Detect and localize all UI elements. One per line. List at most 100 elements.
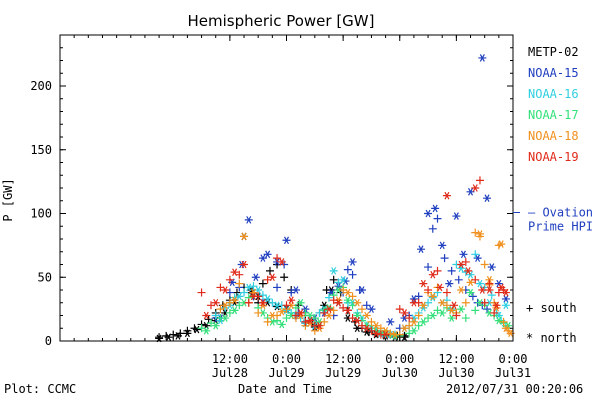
data-point-north bbox=[202, 311, 211, 320]
data-point-north bbox=[296, 309, 305, 317]
data-point-north bbox=[501, 301, 510, 310]
data-point-north bbox=[343, 296, 352, 304]
data-point-north bbox=[471, 184, 480, 192]
x-tick-label-date: Jul28 bbox=[212, 366, 248, 380]
data-point-south bbox=[424, 286, 433, 294]
data-point-north bbox=[291, 286, 300, 294]
ovation-label-line1: – Ovation bbox=[528, 206, 593, 220]
data-point-south bbox=[329, 275, 338, 284]
data-point-north bbox=[457, 286, 466, 294]
data-point-north bbox=[466, 288, 475, 297]
data-point-north bbox=[438, 309, 447, 317]
data-point-south bbox=[367, 317, 376, 326]
data-point-north bbox=[251, 273, 260, 282]
data-point-north bbox=[164, 333, 173, 341]
data-point-north bbox=[457, 305, 466, 313]
data-point-north bbox=[409, 327, 418, 335]
data-point-south bbox=[395, 305, 404, 314]
data-point-south bbox=[433, 214, 442, 223]
data-point-north bbox=[348, 258, 357, 266]
data-point-north bbox=[487, 263, 496, 271]
data-point-north bbox=[391, 330, 400, 339]
y-tick-label: 200 bbox=[30, 79, 52, 93]
data-point-south bbox=[447, 266, 456, 275]
data-point-south bbox=[216, 305, 225, 314]
data-point-north bbox=[329, 267, 338, 275]
data-point-north bbox=[400, 324, 409, 333]
data-point-north bbox=[362, 324, 371, 333]
data-point-south bbox=[258, 291, 267, 300]
data-point-south bbox=[329, 306, 338, 315]
data-point-north bbox=[296, 298, 305, 307]
data-point-south bbox=[424, 263, 433, 272]
data-point-north bbox=[386, 318, 395, 326]
data-point-south bbox=[433, 266, 442, 275]
data-point-north bbox=[438, 241, 447, 250]
data-point-south bbox=[358, 305, 366, 314]
data-point-south bbox=[225, 275, 234, 284]
data-point-south bbox=[324, 293, 333, 302]
series-legend: METP-02 NOAA-15 NOAA-16 NOAA-17 NOAA-18 NOAA-… bbox=[528, 45, 579, 164]
data-point-north bbox=[475, 279, 484, 288]
data-point-north bbox=[343, 306, 352, 315]
data-point-south bbox=[232, 288, 241, 297]
y-tick-label: 150 bbox=[30, 143, 52, 157]
data-point-south bbox=[414, 311, 423, 320]
data-point-south bbox=[461, 314, 470, 323]
data-point-south bbox=[405, 314, 414, 323]
y-tick-label: 0 bbox=[45, 334, 52, 348]
data-point-north bbox=[230, 268, 239, 276]
data-point-north bbox=[416, 245, 425, 253]
x-tick-label-time: 0:00 bbox=[385, 352, 414, 366]
data-point-north bbox=[400, 309, 409, 317]
data-point-north bbox=[492, 301, 501, 310]
x-tick-label-date: Jul30 bbox=[438, 366, 474, 380]
data-point-south bbox=[263, 317, 272, 326]
data-point-north bbox=[372, 329, 381, 338]
data-point-north bbox=[367, 305, 376, 313]
marker-legend-south: + south bbox=[526, 301, 577, 315]
data-point-south bbox=[471, 228, 480, 237]
data-point-north bbox=[244, 216, 253, 224]
data-point-north bbox=[464, 267, 473, 275]
data-point-south bbox=[320, 308, 329, 317]
data-point-north bbox=[353, 316, 362, 325]
x-axis-label: Date and Time bbox=[238, 382, 332, 396]
y-tick-label: 50 bbox=[38, 270, 52, 284]
x-tick-label-time: 0:00 bbox=[272, 352, 301, 366]
data-point-north bbox=[277, 307, 286, 316]
data-point-south bbox=[258, 279, 267, 288]
y-axis-label: P [GW] bbox=[1, 178, 15, 221]
data-point-north bbox=[192, 325, 201, 334]
data-point-north bbox=[334, 298, 343, 307]
data-point-north bbox=[431, 204, 440, 213]
data-point-north bbox=[173, 332, 182, 340]
x-tick-label-time: 12:00 bbox=[438, 352, 474, 366]
data-point-south bbox=[471, 306, 480, 315]
data-point-north bbox=[497, 240, 506, 248]
data-point-north bbox=[268, 273, 277, 282]
plot-frame bbox=[59, 34, 514, 342]
data-point-north bbox=[249, 292, 258, 301]
data-point-south bbox=[265, 266, 274, 275]
data-point-north bbox=[459, 250, 468, 259]
data-point-north bbox=[277, 320, 286, 329]
x-tick-label-date: Jul29 bbox=[268, 366, 304, 380]
data-point-north bbox=[258, 254, 267, 262]
data-point-north bbox=[452, 212, 461, 220]
legend-entry-noaa-17: NOAA-17 bbox=[528, 108, 579, 122]
data-point-north bbox=[306, 316, 315, 325]
data-point-north bbox=[282, 236, 291, 245]
x-tick-label-date: Jul30 bbox=[382, 366, 418, 380]
data-point-south bbox=[487, 291, 496, 300]
data-point-north bbox=[202, 327, 211, 335]
data-point-south bbox=[471, 250, 480, 259]
x-tick-label-time: 0:00 bbox=[499, 352, 528, 366]
data-point-north bbox=[435, 283, 444, 292]
data-point-north bbox=[442, 191, 451, 200]
data-point-south bbox=[280, 273, 289, 282]
data-point-south bbox=[240, 288, 249, 297]
data-point-south bbox=[244, 298, 253, 307]
data-point-north bbox=[358, 286, 366, 294]
